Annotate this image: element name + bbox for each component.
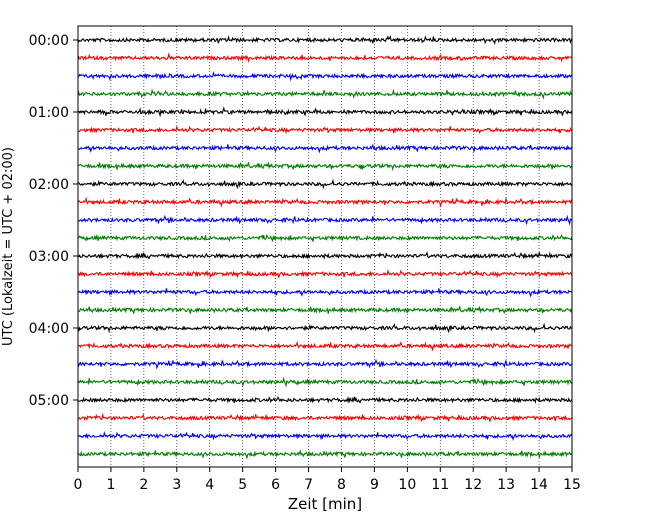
x-tick-label-0: 0 — [74, 477, 83, 493]
y-axis-label: UTC (Lokalzeit = UTC + 02:00) — [1, 147, 16, 346]
trace-0030 — [77, 71, 573, 82]
x-tick-label-15: 15 — [563, 477, 581, 493]
trace-0145 — [77, 161, 573, 172]
x-tick-label-13: 13 — [497, 477, 515, 493]
trace-0000 — [77, 35, 573, 46]
trace-0300 — [77, 251, 573, 260]
y-tick-label-0000: 00:00 — [29, 33, 69, 49]
y-tick-label-0300: 03:00 — [29, 249, 69, 265]
trace-0230 — [77, 214, 573, 226]
trace-0530 — [77, 431, 573, 441]
trace-0500 — [77, 396, 573, 405]
x-tick-label-1: 1 — [106, 477, 115, 493]
trace-0445 — [77, 376, 573, 388]
trace-0115 — [77, 125, 573, 135]
trace-0330 — [77, 288, 573, 298]
y-axis: 00:00 01:00 02:00 03:00 04:00 05:00 — [29, 33, 78, 409]
trace-0515 — [78, 412, 573, 422]
trace-0415 — [77, 340, 572, 352]
trace-0215 — [77, 196, 573, 208]
x-tick-label-2: 2 — [139, 477, 148, 493]
trace-0015 — [77, 52, 573, 63]
trace-0245 — [77, 233, 573, 243]
trace-0315 — [77, 269, 573, 279]
y-tick-label-0200: 02:00 — [29, 177, 69, 193]
x-tick-label-9: 9 — [370, 477, 379, 493]
x-tick-label-5: 5 — [238, 477, 247, 493]
seismic-traces — [77, 35, 573, 460]
trace-0430 — [77, 358, 573, 370]
trace-0045 — [77, 88, 572, 100]
plot-frame — [77, 25, 573, 468]
x-tick-label-14: 14 — [530, 477, 548, 493]
y-tick-label-0500: 05:00 — [29, 393, 69, 409]
trace-0400 — [77, 322, 573, 334]
y-tick-label-0400: 04:00 — [29, 321, 69, 337]
x-tick-label-11: 11 — [431, 477, 449, 493]
x-axis-label: Zeit [min] — [288, 495, 362, 513]
trace-0545 — [77, 449, 573, 460]
x-axis: 0 1 2 3 4 5 6 7 8 9 10 11 12 13 14 15 — [74, 467, 581, 493]
trace-0345 — [77, 305, 573, 315]
trace-0200 — [78, 178, 573, 190]
x-tick-label-7: 7 — [304, 477, 313, 493]
x-tick-label-12: 12 — [464, 477, 482, 493]
x-tick-label-8: 8 — [337, 477, 346, 493]
x-tick-label-10: 10 — [398, 477, 416, 493]
y-tick-label-0100: 01:00 — [29, 105, 69, 121]
trace-0100 — [77, 106, 573, 118]
x-tick-label-3: 3 — [172, 477, 181, 493]
trace-0130 — [77, 143, 573, 154]
x-tick-label-6: 6 — [271, 477, 280, 493]
x-tick-label-4: 4 — [205, 477, 214, 493]
